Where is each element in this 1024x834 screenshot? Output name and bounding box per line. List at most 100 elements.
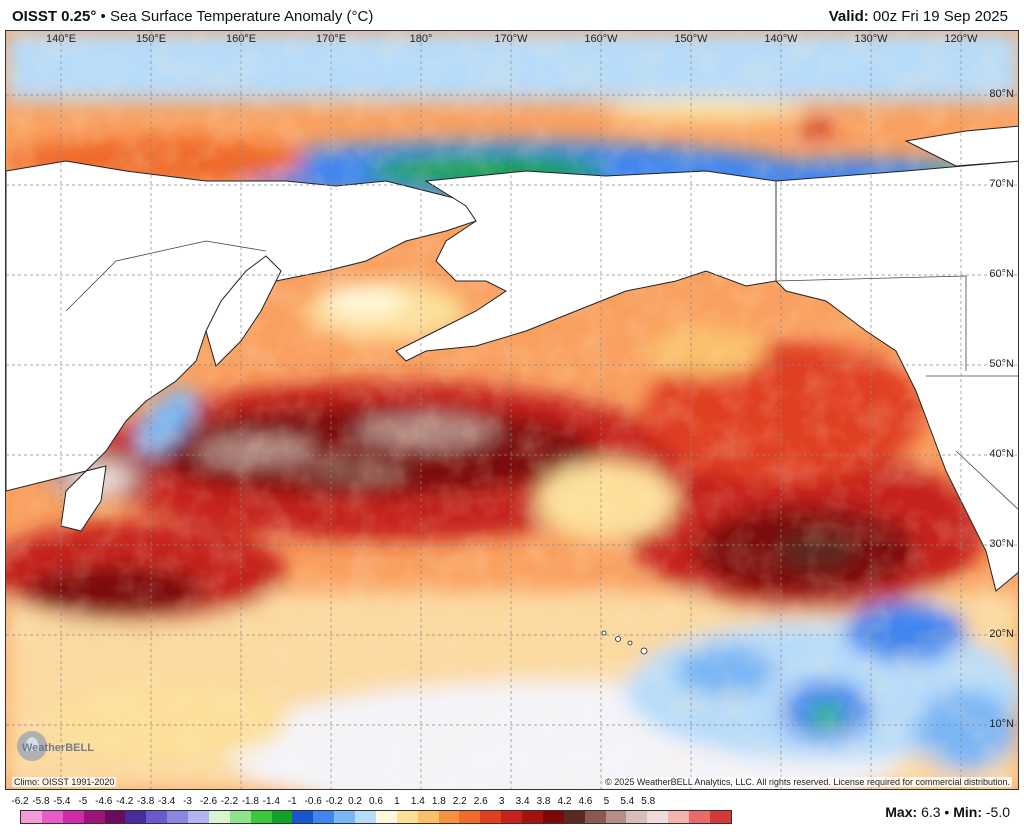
legend-tick-label: 3.4 [515,796,530,807]
legend-tick-label: 1.4 [410,796,425,807]
legend-swatch [689,811,710,823]
lat-label: 10°N [989,718,1014,730]
legend-swatch [480,811,502,823]
legend-swatch [229,811,251,823]
legend-swatch [563,811,585,823]
color-legend: -6.2 -5.8 -5.4 -5 -4.6 -4.2 -3.8 -3.4 -3 -2.6 -2.2… [0,792,1024,834]
legend-swatch [62,811,84,823]
maxmin-separator: • [944,804,950,820]
legend-ticks: -6.2 -5.8 -5.4 -5 -4.6 -4.2 -3.8 -3.4 -3 -2.6 -2.2… [8,796,748,810]
copyright-note: © 2025 WeatherBELL Analytics, LLC. All r… [603,777,1012,787]
climo-note: Climo: OISST 1991-2020 [12,777,117,787]
legend-tick-label: -3.8 [137,796,155,807]
max-min-readout: Max: 6.3 • Min: -5.0 [885,804,1010,820]
lon-label: 180° [409,33,433,45]
legend-swatch [250,811,272,823]
lat-label: 80°N [989,88,1014,100]
legend-swatch [605,811,627,823]
legend-tick-label: -1.4 [262,796,280,807]
legend-tick-label: 3.8 [536,796,551,807]
legend-tick-label: 5.4 [620,796,635,807]
legend-swatch [334,811,355,823]
legend-tick-label: 0.6 [369,796,383,807]
lat-label: 30°N [989,538,1014,550]
legend-tick-label: -3.4 [157,796,176,807]
hawaii-islands [601,630,648,655]
legend-tick-label: 5 [603,796,610,807]
legend-tick-label: -2.6 [199,796,218,807]
legend-tick-label: -4.2 [116,796,134,807]
legend-swatch [292,811,314,823]
legend-swatch [355,811,376,823]
graticule [6,31,1018,789]
noise-texture [6,31,1018,789]
valid-time-value: 00z Fri 19 Sep 2025 [872,8,1008,25]
legend-tick-label: 2.6 [473,796,488,807]
min-value: -5.0 [985,804,1010,820]
legend-tick-label: -0.6 [304,796,322,807]
min-label: Min: [953,804,982,820]
legend-swatch [271,811,293,823]
title-bullet: • [100,8,106,25]
legend-tick-label: 0.2 [348,796,362,807]
legend-tick-label: -5.8 [32,796,50,807]
legend-tick-label: -2.2 [220,796,239,807]
bell-logo-icon: WeatherBELL [17,731,94,761]
max-label: Max: [885,804,918,820]
lon-label: 150°E [135,33,167,45]
legend-tick-label: 1.8 [431,796,446,807]
land-masses [6,125,1018,592]
legend-swatch [188,811,209,823]
legend-tick-label: -1.8 [241,796,259,807]
north-america [775,160,1018,592]
legend-swatch [542,811,564,823]
legend-tick-label: -3 [183,796,192,807]
legend-tick-label: 5.8 [641,796,656,807]
lat-label: 40°N [989,448,1014,460]
lat-label: 20°N [989,628,1014,640]
legend-swatch [167,811,188,823]
legend-swatch [313,811,335,823]
weatherbell-logo: WeatherBELL [14,727,104,765]
legend-colorbar [20,810,732,824]
legend-swatch [668,811,689,823]
legend-swatch [104,811,126,823]
lon-label: 170°E [315,33,347,45]
sst-anomaly-map[interactable]: 140°E 150°E 160°E 170°E 180° 170°W 160°W… [5,30,1019,790]
valid-time: Valid: 00z Fri 19 Sep 2025 [829,8,1008,25]
legend-swatch [125,811,147,823]
lon-label: 170°W [494,33,528,45]
product-name: OISST 0.25° [12,8,97,25]
lon-label: 120°W [944,33,978,45]
legend-tick-label: 2.2 [452,796,467,807]
asia-landmass [6,160,477,492]
lat-label: 70°N [989,178,1014,190]
legend-swatch [647,811,669,823]
legend-tick-label: -4.6 [95,796,113,807]
legend-swatch [375,811,397,823]
lon-label: 130°W [854,33,888,45]
legend-tick-label: -1 [287,796,297,807]
legend-tick-label: 4.6 [578,796,593,807]
legend-swatch [584,811,606,823]
kamchatka [205,255,282,367]
lon-label: 160°W [584,33,618,45]
legend-swatch [501,811,522,823]
legend-swatch [83,811,105,823]
legend-swatch [208,811,230,823]
legend-swatch [438,811,460,823]
lon-label: 150°W [674,33,708,45]
legend-swatch [417,811,439,823]
logo-text: WeatherBELL [22,742,94,754]
legend-swatch [459,811,481,823]
lon-label: 140°W [764,33,798,45]
legend-tick-label: -5 [78,796,88,807]
arctic-island [904,125,1018,167]
header-bar: OISST 0.25° • Sea Surface Temperature An… [0,0,1024,30]
lon-label: 160°E [225,33,257,45]
map-title: OISST 0.25° • Sea Surface Temperature An… [12,8,373,25]
legend-swatch [522,811,543,823]
lat-label: 60°N [989,268,1014,280]
legend-swatch [41,811,63,823]
legend-tick-label: 1 [394,796,400,807]
